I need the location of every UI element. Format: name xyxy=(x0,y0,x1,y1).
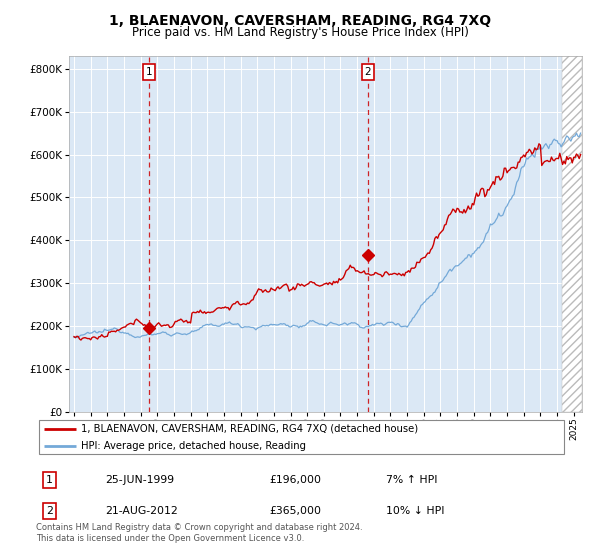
Text: 10% ↓ HPI: 10% ↓ HPI xyxy=(386,506,445,516)
Text: Price paid vs. HM Land Registry's House Price Index (HPI): Price paid vs. HM Land Registry's House … xyxy=(131,26,469,39)
Text: 2: 2 xyxy=(364,67,371,77)
Text: 1: 1 xyxy=(145,67,152,77)
Text: HPI: Average price, detached house, Reading: HPI: Average price, detached house, Read… xyxy=(81,441,306,451)
Text: Contains HM Land Registry data © Crown copyright and database right 2024.
This d: Contains HM Land Registry data © Crown c… xyxy=(36,523,362,543)
Text: £196,000: £196,000 xyxy=(269,475,322,485)
Text: 1, BLAENAVON, CAVERSHAM, READING, RG4 7XQ: 1, BLAENAVON, CAVERSHAM, READING, RG4 7X… xyxy=(109,14,491,28)
FancyBboxPatch shape xyxy=(38,420,565,455)
Text: 2: 2 xyxy=(46,506,53,516)
Text: 25-JUN-1999: 25-JUN-1999 xyxy=(105,475,174,485)
Bar xyxy=(562,56,582,412)
Text: 1: 1 xyxy=(46,475,53,485)
Bar xyxy=(562,56,582,412)
Text: 1, BLAENAVON, CAVERSHAM, READING, RG4 7XQ (detached house): 1, BLAENAVON, CAVERSHAM, READING, RG4 7X… xyxy=(81,423,418,433)
Text: 7% ↑ HPI: 7% ↑ HPI xyxy=(386,475,438,485)
Text: £365,000: £365,000 xyxy=(269,506,322,516)
Text: 21-AUG-2012: 21-AUG-2012 xyxy=(105,506,178,516)
